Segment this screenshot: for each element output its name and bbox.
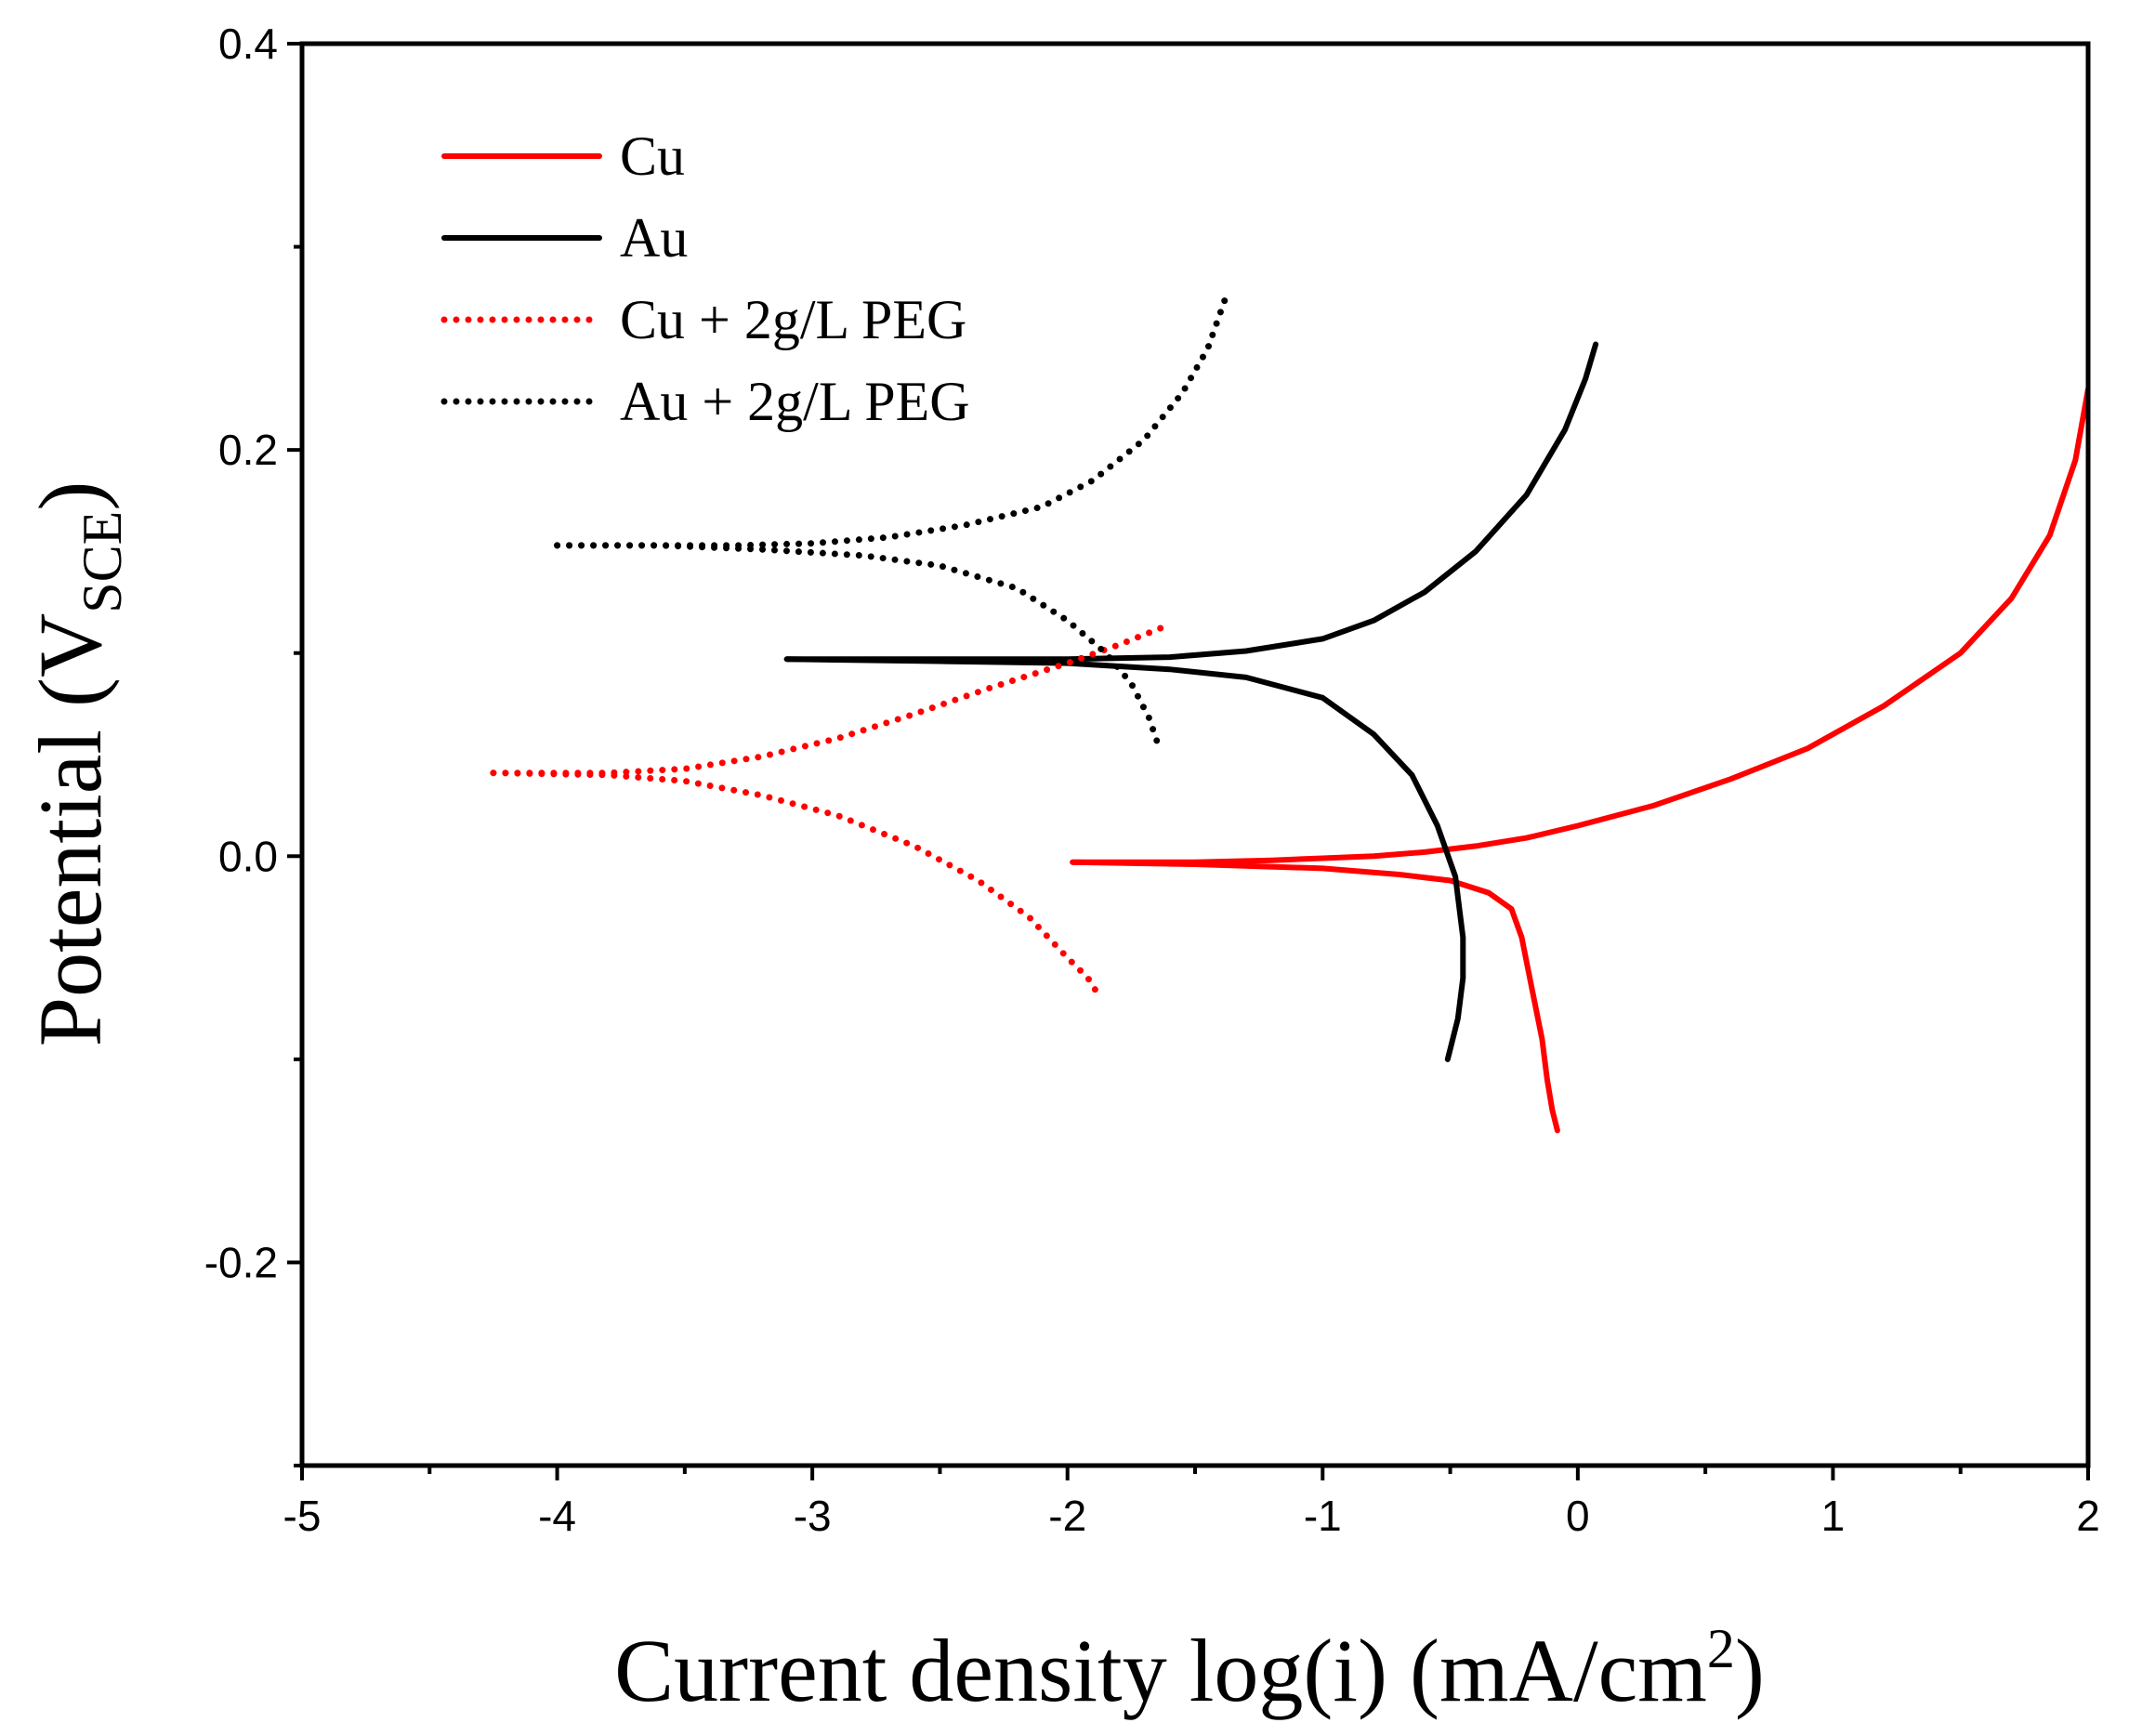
legend-label-au-2g-l-peg: Au + 2g/L PEG [620, 371, 970, 432]
y-tick-label: 0.0 [218, 832, 278, 880]
y-tick-label: -0.2 [204, 1238, 278, 1286]
axis-ticks: -5 -4 -3 -2 -1 0 1 2 -0.2 0.0 0.2 0.4 [204, 20, 2100, 1540]
x-tick-label: 0 [1566, 1492, 1590, 1540]
series-cu-2g-l-peg-cathodic-branch [490, 769, 1104, 1002]
legend-label-cu: Cu [620, 125, 685, 187]
plot-frame [299, 41, 2091, 1468]
x-tick-label: -4 [538, 1492, 576, 1540]
x-tick-label: 1 [1821, 1492, 1846, 1540]
legend: Cu Au Cu + 2g/L PEG Au + 2g/L PEG [440, 125, 970, 432]
x-tick-label: 2 [2076, 1492, 2100, 1540]
y-tick-label: 0.4 [218, 20, 278, 68]
plot-marks [490, 294, 2088, 1134]
series-cu-cathodic-branch [1070, 859, 1560, 1134]
series-au-2g-l-peg-anodic-branch [554, 294, 1229, 549]
x-tick-label: -3 [794, 1492, 832, 1540]
series-au-cathodic-branch [783, 656, 1466, 1062]
series-au-2g-l-peg-cathodic-branch [554, 542, 1163, 752]
series-cu-2g-l-peg-anodic-branch [490, 621, 1173, 777]
legend-label-cu-2g-l-peg: Cu + 2g/L PEG [620, 289, 966, 350]
y-axis-title: Potential (VSCE) [20, 481, 133, 1047]
series-cu-anodic-branch [1070, 386, 2088, 865]
x-axis-title: Current density log(i) (mA/cm2) [614, 1618, 1765, 1720]
legend-label-au: Au [620, 207, 688, 269]
series-au-anodic-branch [783, 341, 1599, 663]
x-tick-label: -5 [283, 1492, 322, 1540]
x-tick-label: -2 [1048, 1492, 1086, 1540]
y-tick-label: 0.2 [218, 426, 278, 474]
x-tick-label: -1 [1304, 1492, 1342, 1540]
